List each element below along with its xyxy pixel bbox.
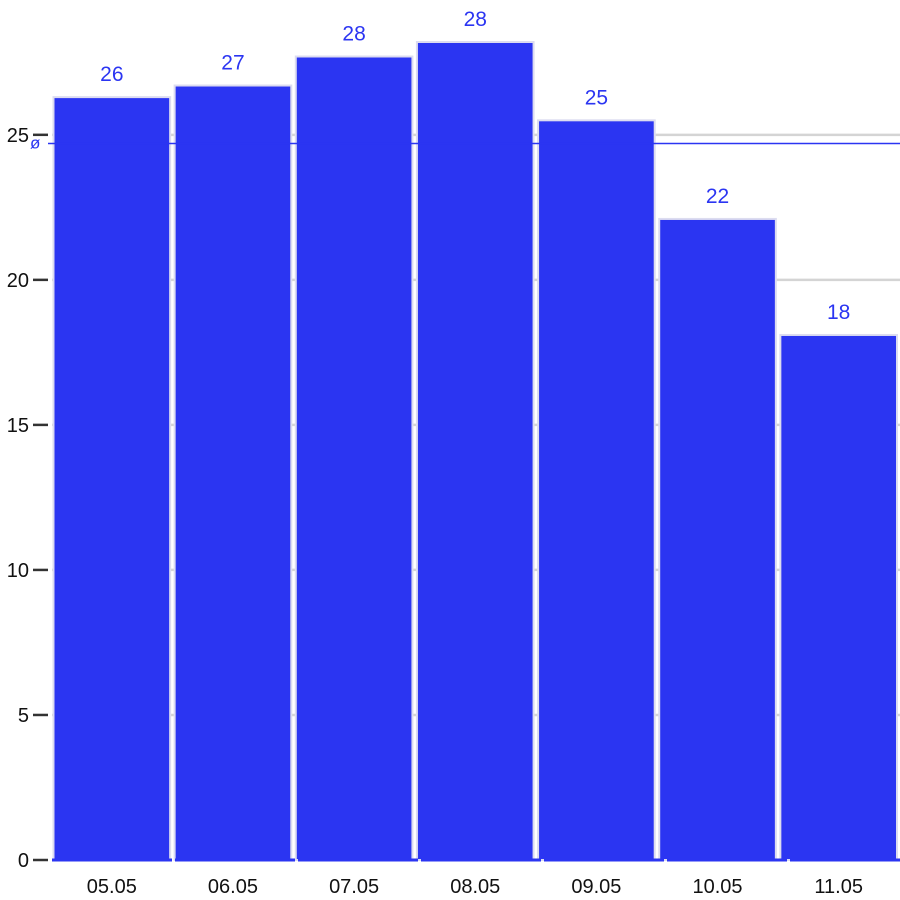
x-tick-label: 10.05 [693,876,743,898]
data-label: 28 [464,8,487,31]
data-label: 28 [342,23,365,46]
y-tick-label: 25 [7,125,29,147]
average-label: ø [30,134,40,153]
y-tick-label: 10 [7,560,29,582]
bar-10.05 [658,217,777,862]
data-labels: 26 27 28 28 25 22 18 [100,8,850,324]
y-tick-label: 20 [7,270,29,292]
bar-09.05 [537,119,656,861]
bar-08.05 [415,41,535,861]
y-axis: 0 5 10 15 20 25 [7,125,48,872]
bar-11.05 [779,333,898,861]
x-tick-label: 09.05 [571,876,621,898]
x-tick-label: 08.05 [450,876,500,898]
bars [52,41,898,862]
data-label: 26 [100,63,123,86]
data-label: 22 [706,185,729,208]
bar-05.05 [52,96,172,862]
x-tick-label: 07.05 [329,876,379,898]
data-label: 18 [827,301,850,324]
x-axis: 05.05 06.05 07.05 08.05 09.05 10.05 11.05 [52,858,900,898]
y-tick-label: 15 [7,415,29,437]
x-tick-label: 06.05 [208,876,258,898]
y-tick-label: 5 [18,705,29,727]
y-tick-label: 0 [18,850,29,872]
data-label: 27 [221,52,244,75]
bar-07.05 [294,55,414,862]
x-tick-label: 11.05 [814,876,863,898]
x-tick-label: 05.05 [87,876,137,898]
average-line-group: ø [30,134,900,153]
data-label: 25 [585,86,608,109]
bar-06.05 [173,84,293,862]
